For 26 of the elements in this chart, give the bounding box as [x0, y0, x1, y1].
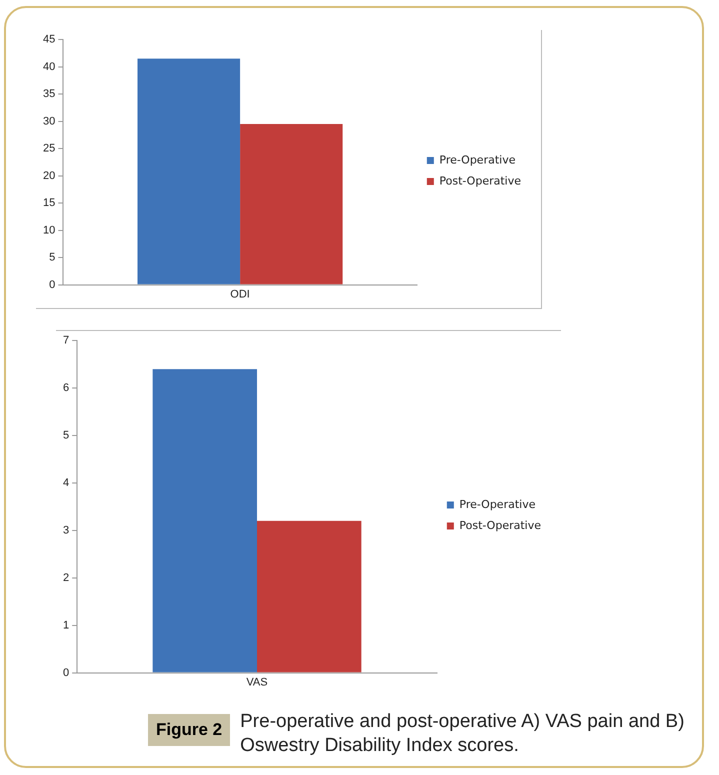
y-tick-label: 6: [62, 382, 70, 394]
y-tick-label: 35: [42, 88, 56, 100]
y-tick-label: 15: [42, 197, 56, 210]
text: Pre-operative and post-operative A) VAS pain and B) Oswestry Disability Index scores.: [240, 710, 686, 758]
y-tick-label: 10: [42, 224, 56, 236]
y-tick-label: 45: [42, 34, 56, 46]
legend-label: Post-Operative: [439, 174, 522, 188]
y-tick-label: 40: [42, 60, 56, 73]
y-tick-label: 25: [42, 142, 56, 155]
legend-label: Post-Operative: [459, 518, 542, 532]
y-tick-label: 4: [62, 477, 70, 490]
y-tick-label: 5: [49, 252, 56, 264]
x-tick-label: ODI: [230, 288, 250, 300]
legend-label: Pre-Operative: [459, 498, 536, 511]
y-tick-label: 20: [42, 170, 56, 182]
y-tick-label: 1: [62, 619, 70, 632]
y-tick-label: 0: [62, 666, 70, 679]
x-tick-label: VAS: [246, 676, 268, 688]
caption: Figure 2: [148, 714, 230, 746]
y-tick-label: 2: [62, 572, 70, 584]
legend-label: Pre-Operative: [439, 153, 516, 166]
y-tick-label: 30: [42, 115, 56, 128]
y-tick-label: 3: [62, 524, 70, 536]
y-tick-label: 5: [62, 430, 70, 442]
y-tick-label: 0: [49, 278, 56, 291]
y-tick-label: 7: [62, 334, 70, 347]
